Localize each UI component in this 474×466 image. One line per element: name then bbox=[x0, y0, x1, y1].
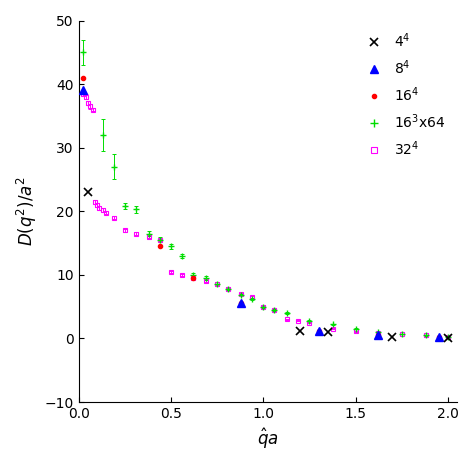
X-axis label: $\hat{q}a$: $\hat{q}a$ bbox=[257, 426, 279, 451]
Y-axis label: $D(q^2)/a^2$: $D(q^2)/a^2$ bbox=[15, 176, 39, 246]
Legend: $4^4$, $8^4$, $16^4$, $16^3\mathrm{x}64$, $32^4$: $4^4$, $8^4$, $16^4$, $16^3\mathrm{x}64$… bbox=[356, 27, 450, 162]
